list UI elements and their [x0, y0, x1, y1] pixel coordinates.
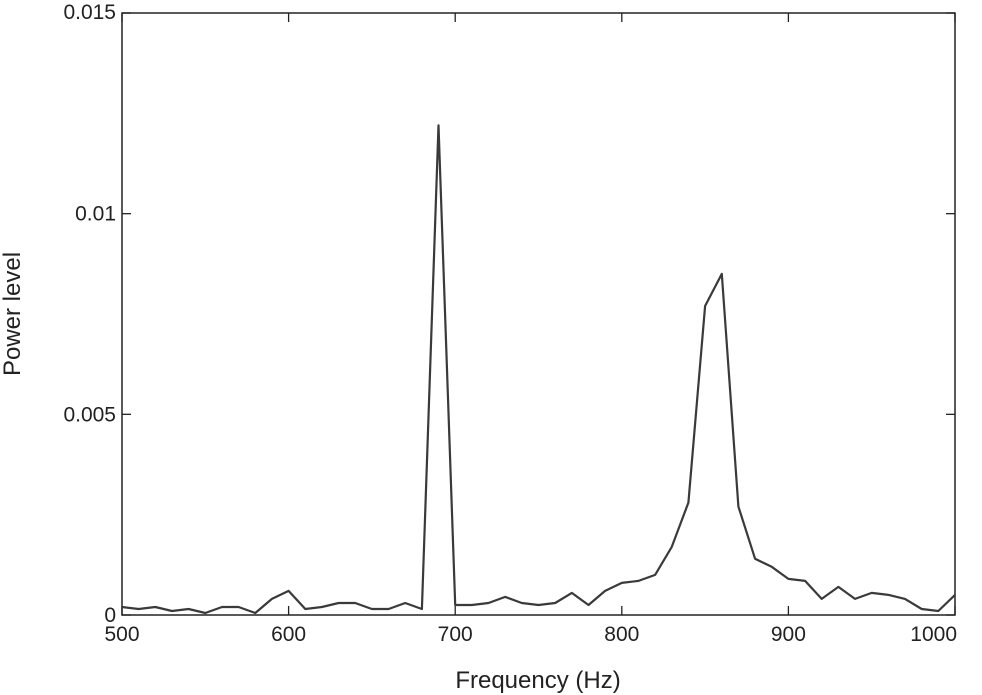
x-tick-label: 500: [104, 623, 139, 646]
x-tick-label: 800: [604, 623, 639, 646]
x-tick-label: 900: [771, 623, 806, 646]
x-tick-label: 1000: [910, 623, 957, 646]
y-tick-label: 0.01: [75, 203, 116, 226]
plot-frame: [121, 12, 956, 616]
y-tick-label: 0.015: [63, 1, 116, 24]
y-tick-label: 0: [104, 604, 116, 627]
y-axis-title: Power level: [0, 252, 26, 376]
tick-labels: 500 600 700 800 900 1000 0 0.005 0.01 0.015: [63, 1, 957, 646]
x-axis-title: Frequency (Hz): [455, 667, 620, 694]
x-tick-label: 600: [271, 623, 306, 646]
x-tick-label: 700: [438, 623, 473, 646]
axis-ticks: [121, 12, 956, 616]
power-spectrum-line: [121, 124, 956, 615]
y-tick-label: 0.005: [63, 403, 116, 426]
